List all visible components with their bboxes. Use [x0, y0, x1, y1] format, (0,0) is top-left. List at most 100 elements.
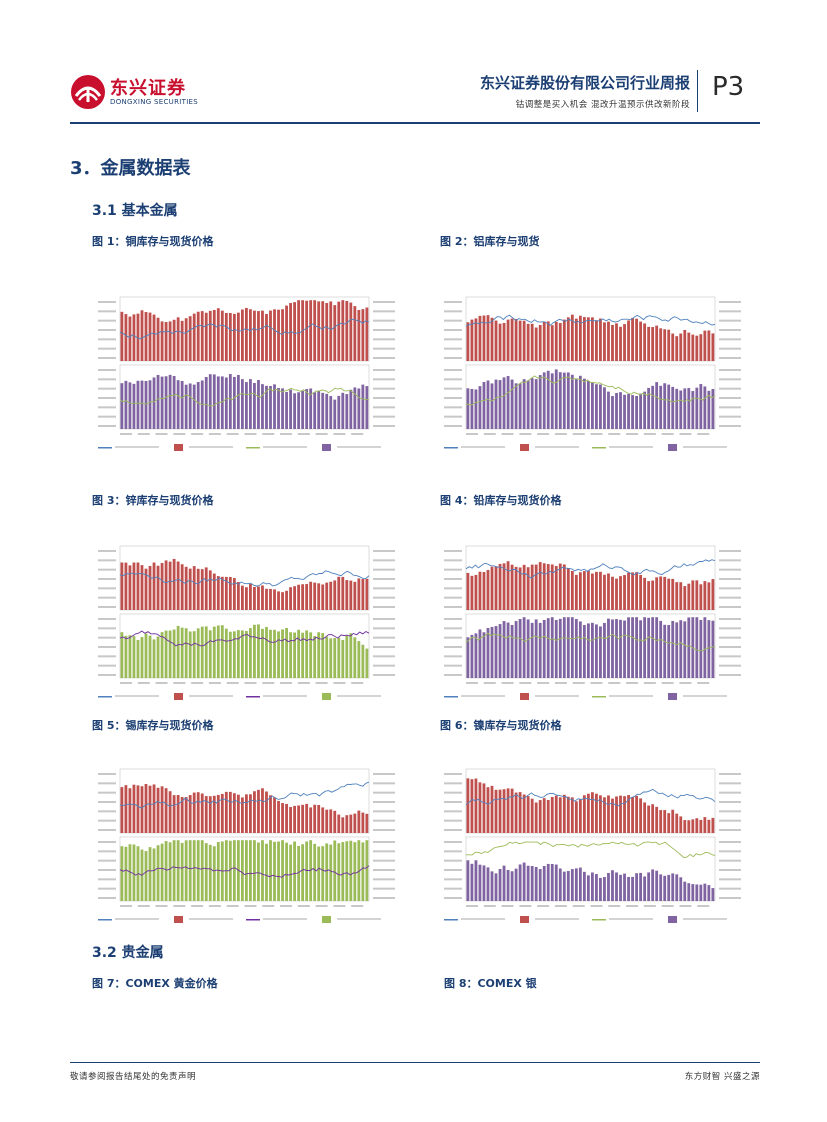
axis-tick-stub	[137, 433, 150, 435]
chart-bar	[172, 376, 176, 429]
chart-bar	[534, 866, 538, 901]
chart-bar	[361, 309, 365, 361]
chart-bar	[349, 840, 353, 901]
chart-bar	[273, 384, 276, 429]
chart-bar	[232, 631, 236, 678]
chart-bar	[518, 619, 522, 678]
axis-tick-stub	[98, 329, 116, 331]
axis-tick-stub	[98, 425, 116, 427]
chart-bar	[365, 840, 369, 901]
legend-swatch	[174, 916, 183, 923]
chart-bar	[361, 644, 365, 678]
chart-bar	[522, 862, 526, 901]
chart-bar	[482, 572, 486, 610]
chart-bar	[675, 874, 679, 901]
axis-tick-stub	[98, 357, 116, 359]
price-line	[465, 788, 716, 807]
chart-bar	[208, 570, 212, 610]
chart-bar	[148, 785, 152, 833]
header-divider	[697, 70, 698, 112]
axis-tick-stub	[373, 338, 395, 341]
chart-bar	[470, 634, 474, 678]
legend-swatch	[98, 447, 112, 449]
chart-bar	[647, 805, 651, 833]
chart-bar	[623, 575, 626, 610]
chart-bar	[313, 636, 317, 678]
chart-bar	[482, 783, 486, 833]
chart-bar	[124, 635, 128, 678]
chart-bar	[325, 302, 329, 361]
chart-bar	[526, 619, 530, 678]
axis-tick-stub	[537, 682, 550, 684]
chart-bar	[683, 388, 687, 429]
chart-bar	[224, 312, 228, 361]
chart-bar	[164, 322, 168, 361]
chart-bar	[663, 624, 667, 678]
legend-swatch	[444, 919, 458, 921]
axis-tick-stub	[120, 433, 132, 435]
chart-bar	[486, 569, 490, 610]
axis-tick-stub	[444, 810, 462, 813]
chart-bar	[164, 788, 168, 833]
chart-bar	[228, 631, 232, 678]
chart-bar	[188, 316, 192, 361]
chart-bar	[361, 578, 365, 610]
chart-bar	[329, 809, 333, 833]
axis-tick-stub	[226, 905, 239, 907]
chart-bar	[466, 322, 470, 361]
chart-bar	[711, 389, 715, 429]
chart-bar	[216, 308, 220, 361]
axis-tick-stub	[719, 791, 741, 794]
axis-tick-stub	[444, 406, 462, 409]
axis-tick-stub	[244, 433, 257, 435]
axis-tick-stub	[466, 682, 478, 684]
chart-bar	[651, 385, 655, 429]
chart-bar	[261, 384, 264, 429]
axis-tick-stub	[351, 905, 364, 907]
axis-tick-stub	[173, 682, 186, 684]
chart-bar	[659, 874, 663, 901]
chart-bar	[639, 321, 643, 361]
axis-tick-stub	[98, 338, 116, 341]
legend-label-stub	[535, 695, 579, 697]
chart-bar	[180, 564, 184, 610]
chart-bar	[530, 323, 534, 361]
axis-tick-stub	[444, 550, 462, 552]
chart-bar	[172, 319, 176, 361]
chart-bar	[478, 386, 482, 429]
axis-tick-stub	[280, 682, 293, 684]
chart-bar	[329, 581, 333, 610]
chart-bar	[212, 795, 216, 833]
chart-bar	[683, 881, 687, 901]
axis-tick-stub	[120, 682, 132, 684]
chart-bar	[554, 321, 558, 361]
chart-bar	[486, 315, 490, 361]
chart-bar	[510, 624, 514, 678]
chart-bar	[285, 627, 288, 678]
chart-bar	[212, 309, 216, 361]
chart-bar	[232, 840, 236, 901]
chart-bar	[627, 617, 630, 678]
chart-bar	[249, 794, 252, 833]
chart-bar	[498, 789, 502, 833]
chart-bar	[357, 309, 361, 361]
chart-bar	[172, 558, 176, 610]
legend-swatch	[98, 919, 112, 921]
chart-bar	[506, 622, 510, 678]
chart-bar	[293, 586, 297, 610]
chart-bar	[695, 580, 699, 610]
chart-bar	[293, 841, 297, 901]
chart-bar	[341, 842, 345, 901]
axis-tick-stub	[98, 636, 116, 639]
chart-bar	[281, 309, 284, 361]
chart-bar	[574, 574, 578, 610]
chart-bar	[337, 637, 341, 678]
chart-bar	[478, 629, 482, 678]
axis-tick-stub	[98, 310, 116, 313]
chart-bar	[510, 379, 514, 429]
axis-tick-stub	[643, 433, 656, 435]
chart-bar	[273, 841, 276, 901]
chart-bar	[466, 778, 470, 833]
chart-bar	[212, 374, 216, 429]
chart-bar	[470, 388, 474, 429]
